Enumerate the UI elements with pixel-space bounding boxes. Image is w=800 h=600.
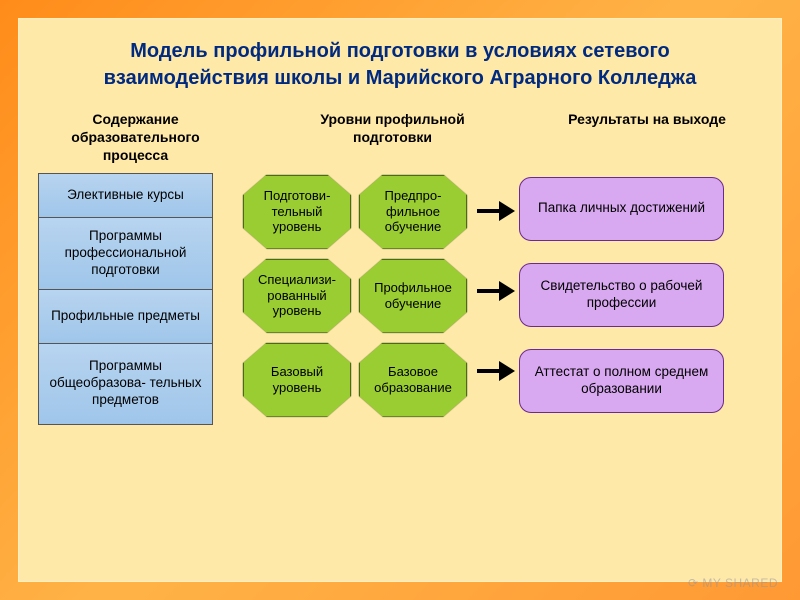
- content-item: Программы профессиональной подготовки: [39, 218, 212, 290]
- level-octagon: Базовое образование: [359, 343, 467, 417]
- content-item: Элективные курсы: [39, 174, 212, 218]
- arrows-column: [475, 173, 519, 381]
- result-box: Аттестат о полном среднем образовании: [519, 349, 724, 413]
- result-box: Свидетельство о рабочей профессии: [519, 263, 724, 327]
- level-octagon: Специализи- рованный уровень: [243, 259, 351, 333]
- octagon-wrap: Специализи- рованный уровень: [243, 259, 351, 333]
- level-row: Специализи- рованный уровень Профильное …: [235, 259, 475, 333]
- content-item: Программы общеобразова- тельных предмето…: [39, 344, 212, 424]
- result-box: Папка личных достижений: [519, 177, 724, 241]
- octagon-wrap: Базовый уровень: [243, 343, 351, 417]
- subhead-col1: Содержание образовательного процесса: [48, 110, 223, 165]
- content-column: Элективные курсы Программы профессиональ…: [38, 173, 213, 425]
- results-column: Папка личных достижений Свидетельство о …: [519, 173, 724, 413]
- slide-outer: Модель профильной подготовки в условиях …: [0, 0, 800, 600]
- octagon-wrap: Профильное обучение: [359, 259, 467, 333]
- levels-column: Подготови- тельный уровень Предпро- филь…: [235, 173, 475, 417]
- subheads-row: Содержание образовательного процесса Уро…: [38, 110, 762, 173]
- content-item: Профильные предметы: [39, 290, 212, 344]
- slide-title: Модель профильной подготовки в условиях …: [38, 38, 762, 110]
- arrow-icon: [477, 201, 517, 221]
- columns-wrap: Элективные курсы Программы профессиональ…: [38, 173, 762, 425]
- arrow-icon: [477, 281, 517, 301]
- octagon-wrap: Базовое образование: [359, 343, 467, 417]
- subhead-col3: Результаты на выходе: [552, 110, 742, 165]
- slide-inner: Модель профильной подготовки в условиях …: [18, 18, 782, 582]
- level-octagon: Подготови- тельный уровень: [243, 175, 351, 249]
- level-octagon: Базовый уровень: [243, 343, 351, 417]
- watermark: ⟳ MY SHARED: [688, 576, 778, 590]
- octagon-wrap: Предпро- фильное обучение: [359, 175, 467, 249]
- level-octagon: Предпро- фильное обучение: [359, 175, 467, 249]
- subhead-col2: Уровни профильной подготовки: [283, 110, 503, 165]
- level-row: Подготови- тельный уровень Предпро- филь…: [235, 175, 475, 249]
- octagon-wrap: Подготови- тельный уровень: [243, 175, 351, 249]
- level-row: Базовый уровень Базовое образование: [235, 343, 475, 417]
- arrow-icon: [477, 361, 517, 381]
- level-octagon: Профильное обучение: [359, 259, 467, 333]
